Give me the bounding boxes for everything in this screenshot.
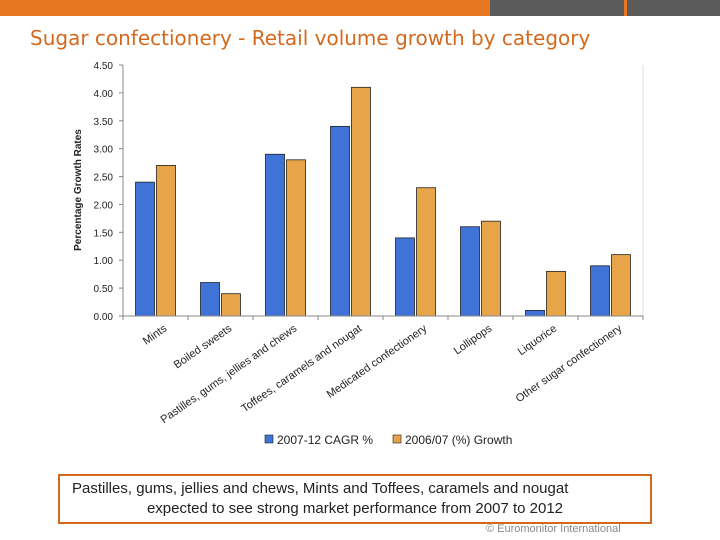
legend-swatch [264, 434, 274, 444]
y-tick-label: 4.00 [94, 89, 114, 100]
top-bar-segment [490, 0, 624, 16]
x-tick-label: Mints [141, 322, 170, 347]
caption-text: Pastilles, gums, jellies and chews, Mint… [60, 476, 650, 519]
bar [221, 293, 241, 317]
x-tick-label: Boiled sweets [172, 322, 235, 371]
bar-chart: 0.00 0.50 1.00 1.50 2.00 2.50 3.00 3.50 4.00 4.50… [73, 61, 644, 447]
y-tick-label: 3.50 [94, 117, 114, 128]
legend-label: 2006/07 (%) Growth [405, 433, 512, 447]
y-tick-label: 0.00 [94, 312, 114, 323]
x-tick-label: Other sugar confectionery [514, 322, 625, 405]
bar [590, 265, 610, 317]
bar [200, 282, 220, 317]
caption-line-1: Pastilles, gums, jellies and chews, Mint… [72, 480, 569, 497]
page-title: Sugar confectionery - Retail volume grow… [30, 26, 591, 50]
legend-label: 2007-12 CAGR % [277, 433, 373, 447]
top-bar-segment [627, 0, 720, 16]
caption-line-2: expected to see strong market performanc… [146, 500, 564, 517]
bar [525, 310, 545, 317]
y-tick-label: 2.00 [94, 200, 114, 211]
bar [330, 125, 350, 317]
bar [611, 254, 631, 317]
x-tick-label: Lollipops [452, 322, 495, 357]
bar [395, 237, 415, 317]
x-tick-label: Liquorice [516, 323, 559, 358]
x-tick-label: Pastilles, gums, jellies and chews [159, 322, 300, 426]
bar [416, 187, 436, 317]
y-tick-label: 2.50 [94, 173, 114, 184]
bar [265, 153, 285, 317]
y-tick-label: 4.50 [94, 61, 114, 72]
footer-credit: © Euromonitor International [486, 523, 621, 535]
y-tick-label: 3.00 [94, 145, 114, 156]
y-axis-label: Percentage Growth Rates [73, 129, 84, 251]
legend-swatch [392, 434, 402, 444]
bar [460, 226, 480, 317]
bar [286, 159, 306, 317]
bar [481, 220, 501, 317]
x-tick-label: Toffees, caramels and nougat [239, 323, 364, 415]
y-tick-label: 1.50 [94, 228, 114, 239]
bar [156, 164, 176, 317]
caption-box: Pastilles, gums, jellies and chews, Mint… [58, 474, 652, 524]
bar [546, 270, 566, 317]
y-tick-label: 1.00 [94, 256, 114, 267]
y-tick-label: 0.50 [94, 284, 114, 295]
top-accent-bar [0, 0, 720, 16]
bar [135, 181, 155, 317]
bar [351, 86, 371, 317]
